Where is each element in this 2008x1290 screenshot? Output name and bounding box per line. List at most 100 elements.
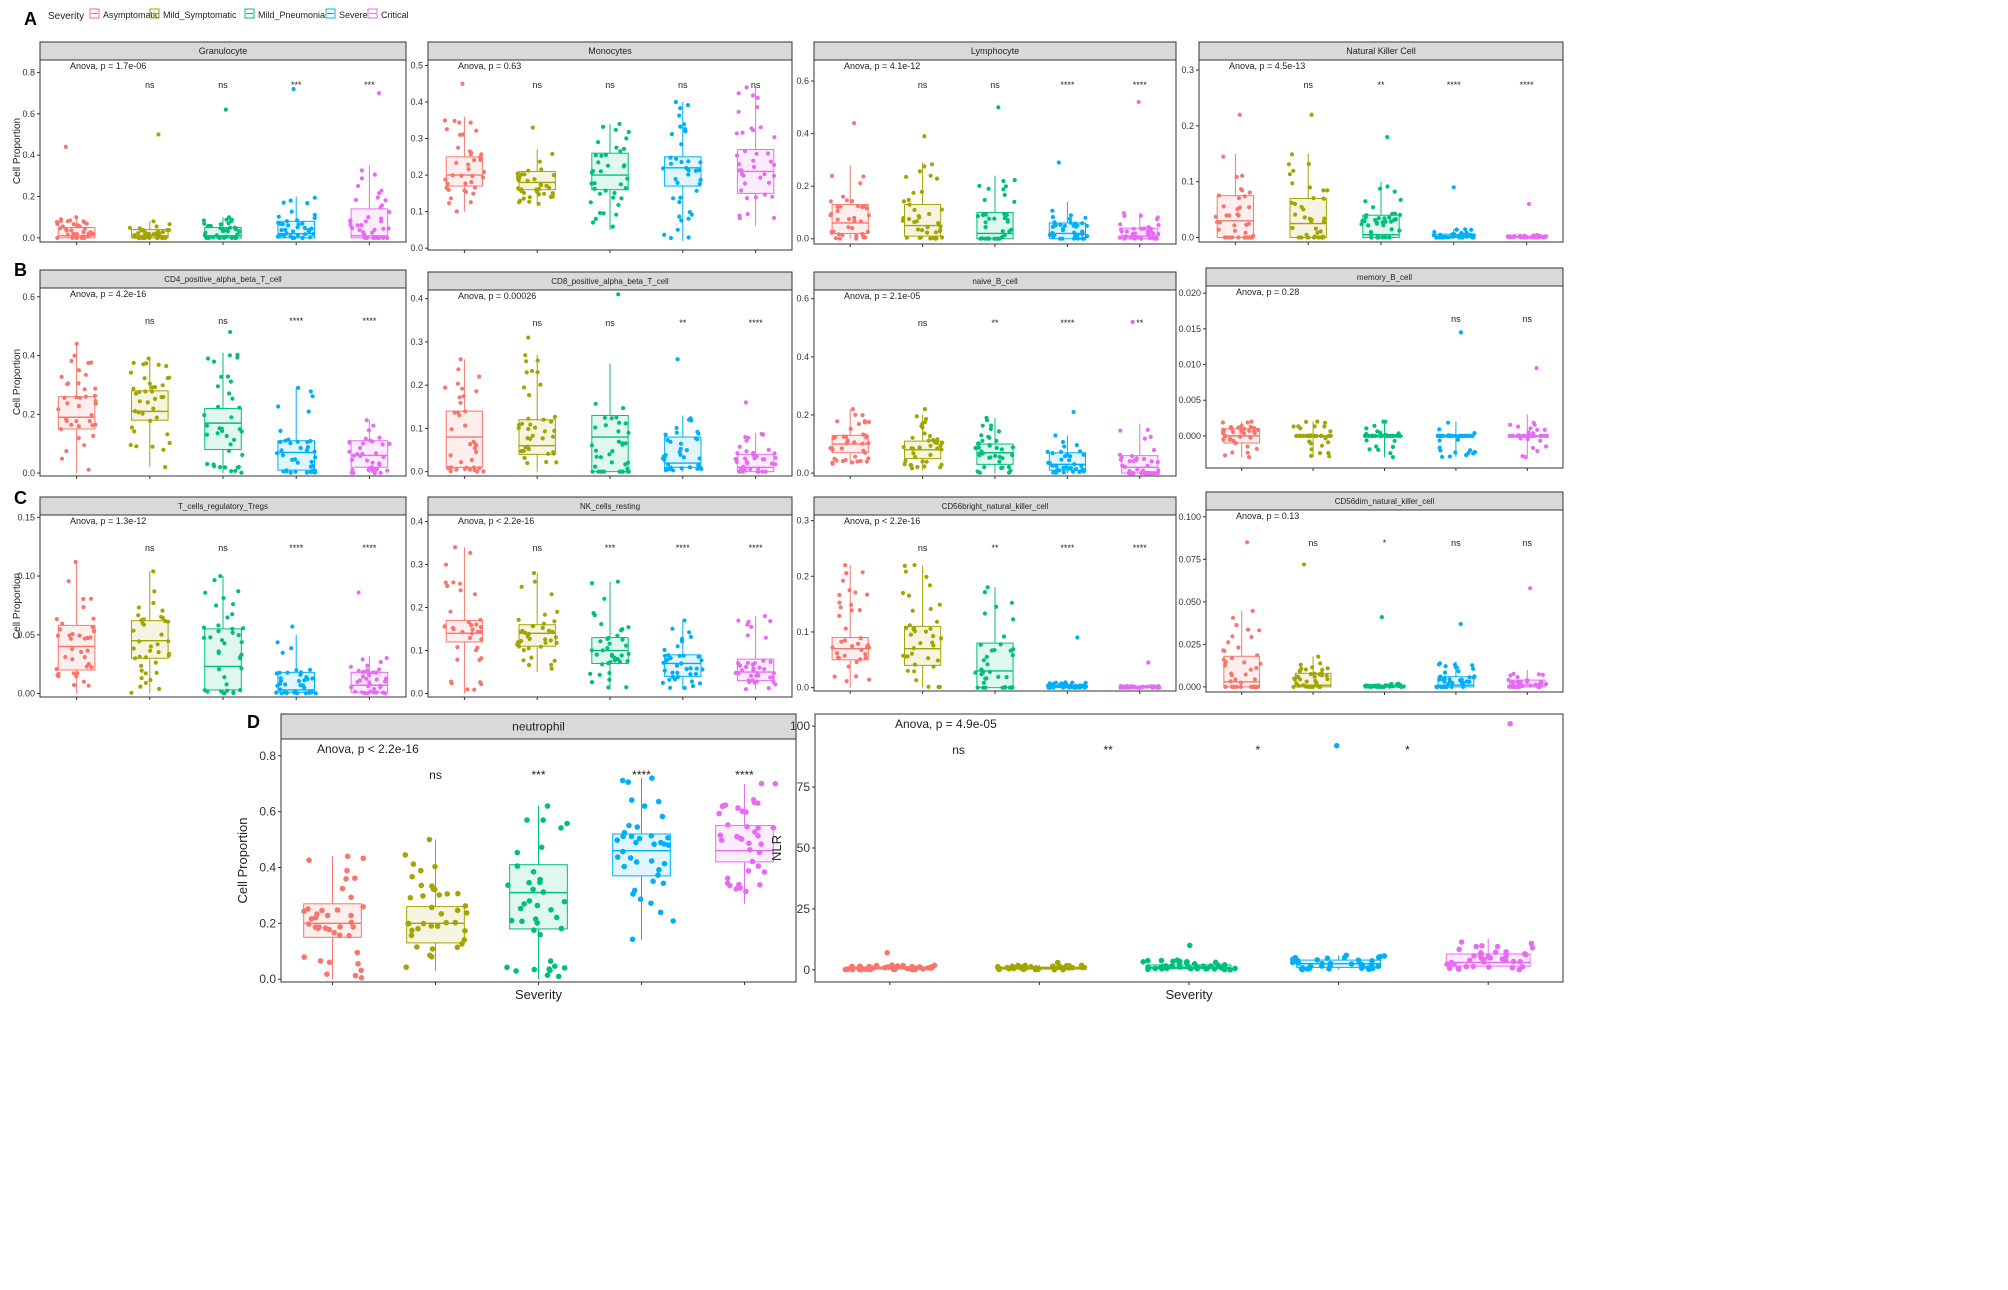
significance-label: ns: [751, 80, 761, 90]
data-point: [71, 671, 76, 676]
data-point: [598, 639, 603, 644]
data-point: [1528, 426, 1533, 431]
data-point: [530, 886, 536, 893]
significance-label: ns: [145, 80, 155, 90]
data-point: [610, 449, 615, 454]
data-point: [1437, 427, 1442, 432]
data-point: [1236, 645, 1241, 650]
data-point: [144, 361, 149, 366]
data-point: [1309, 112, 1314, 117]
data-point: [928, 452, 933, 458]
legend-items: Asymptomatic Mild_Symptomatic Mild_Pneumon…: [89, 8, 409, 20]
data-point: [160, 608, 165, 613]
data-point: [631, 887, 638, 894]
data-point: [1291, 424, 1296, 429]
data-point: [153, 660, 158, 665]
data-point: [671, 196, 676, 201]
data-point: [1463, 963, 1470, 970]
y-tick-label: 0.0: [1181, 233, 1194, 243]
data-point: [530, 869, 537, 875]
data-point: [154, 415, 159, 420]
anova-label: Anova, p = 2.1e-05: [844, 291, 920, 301]
data-point: [633, 839, 639, 846]
data-point: [588, 200, 593, 205]
box-group: [715, 780, 779, 904]
box-group: [1286, 112, 1330, 240]
data-point: [458, 400, 463, 405]
box-group: [973, 415, 1016, 475]
data-point: [274, 690, 279, 695]
data-point: [151, 219, 156, 224]
data-point: [552, 658, 557, 663]
data-point: [205, 461, 210, 467]
significance-label: ****: [289, 543, 304, 553]
data-point: [66, 579, 71, 584]
data-point: [138, 684, 143, 689]
data-point: [668, 439, 673, 444]
data-point: [657, 909, 664, 916]
y-tick-label: 0.0: [796, 234, 809, 244]
data-point: [983, 220, 988, 225]
data-point: [409, 927, 415, 934]
data-point: [626, 625, 631, 630]
data-point: [993, 453, 998, 458]
data-point: [752, 661, 757, 666]
data-point: [1468, 448, 1473, 453]
box-group: [1444, 720, 1536, 973]
data-point: [300, 221, 305, 226]
data-point: [54, 617, 59, 622]
data-point: [745, 622, 750, 627]
data-point: [426, 836, 433, 843]
y-tick-label: 0.000: [1178, 682, 1201, 692]
data-point: [136, 613, 141, 618]
data-point: [471, 439, 476, 444]
y-tick-label: 0.05: [17, 630, 35, 640]
data-point: [1051, 470, 1056, 475]
data-point: [403, 964, 410, 970]
data-point: [684, 448, 690, 453]
data-point: [842, 966, 849, 973]
data-point: [754, 454, 759, 459]
data-point: [1245, 420, 1250, 425]
data-point: [1455, 437, 1461, 442]
data-point: [751, 128, 756, 133]
data-point: [1309, 219, 1314, 224]
panel-title: CD56bright_natural_killer_cell: [942, 502, 1049, 511]
box-iqr: [350, 440, 389, 468]
data-point: [379, 216, 384, 221]
data-point: [1001, 634, 1007, 639]
data-point: [454, 467, 459, 472]
data-point: [379, 203, 385, 208]
data-point: [88, 596, 94, 601]
box-iqr: [736, 658, 775, 682]
data-point: [555, 973, 562, 980]
data-point: [917, 235, 922, 240]
data-point: [1480, 956, 1487, 963]
data-point: [358, 975, 365, 981]
data-point: [1388, 451, 1393, 456]
data-point: [828, 199, 834, 204]
data-point: [382, 679, 388, 684]
data-point: [127, 225, 132, 230]
data-point: [980, 438, 985, 443]
anova-label: Anova, p = 4.5e-13: [1229, 61, 1305, 71]
data-point: [773, 455, 778, 460]
data-point: [1003, 184, 1009, 189]
data-point: [744, 85, 749, 90]
data-point: [1440, 454, 1445, 459]
data-point: [540, 436, 545, 441]
data-point: [867, 677, 872, 682]
data-point: [855, 459, 860, 464]
data-point: [229, 415, 234, 420]
box-group: [201, 573, 246, 696]
data-point: [457, 120, 462, 125]
data-point: [1183, 959, 1190, 966]
box-iqr: [715, 825, 774, 863]
data-point: [1307, 439, 1312, 444]
data-point: [355, 961, 361, 967]
data-point: [239, 470, 244, 475]
legend-label: Critical: [381, 10, 409, 20]
x-axis-label: Severity: [1166, 987, 1213, 1002]
data-point: [1365, 965, 1371, 971]
